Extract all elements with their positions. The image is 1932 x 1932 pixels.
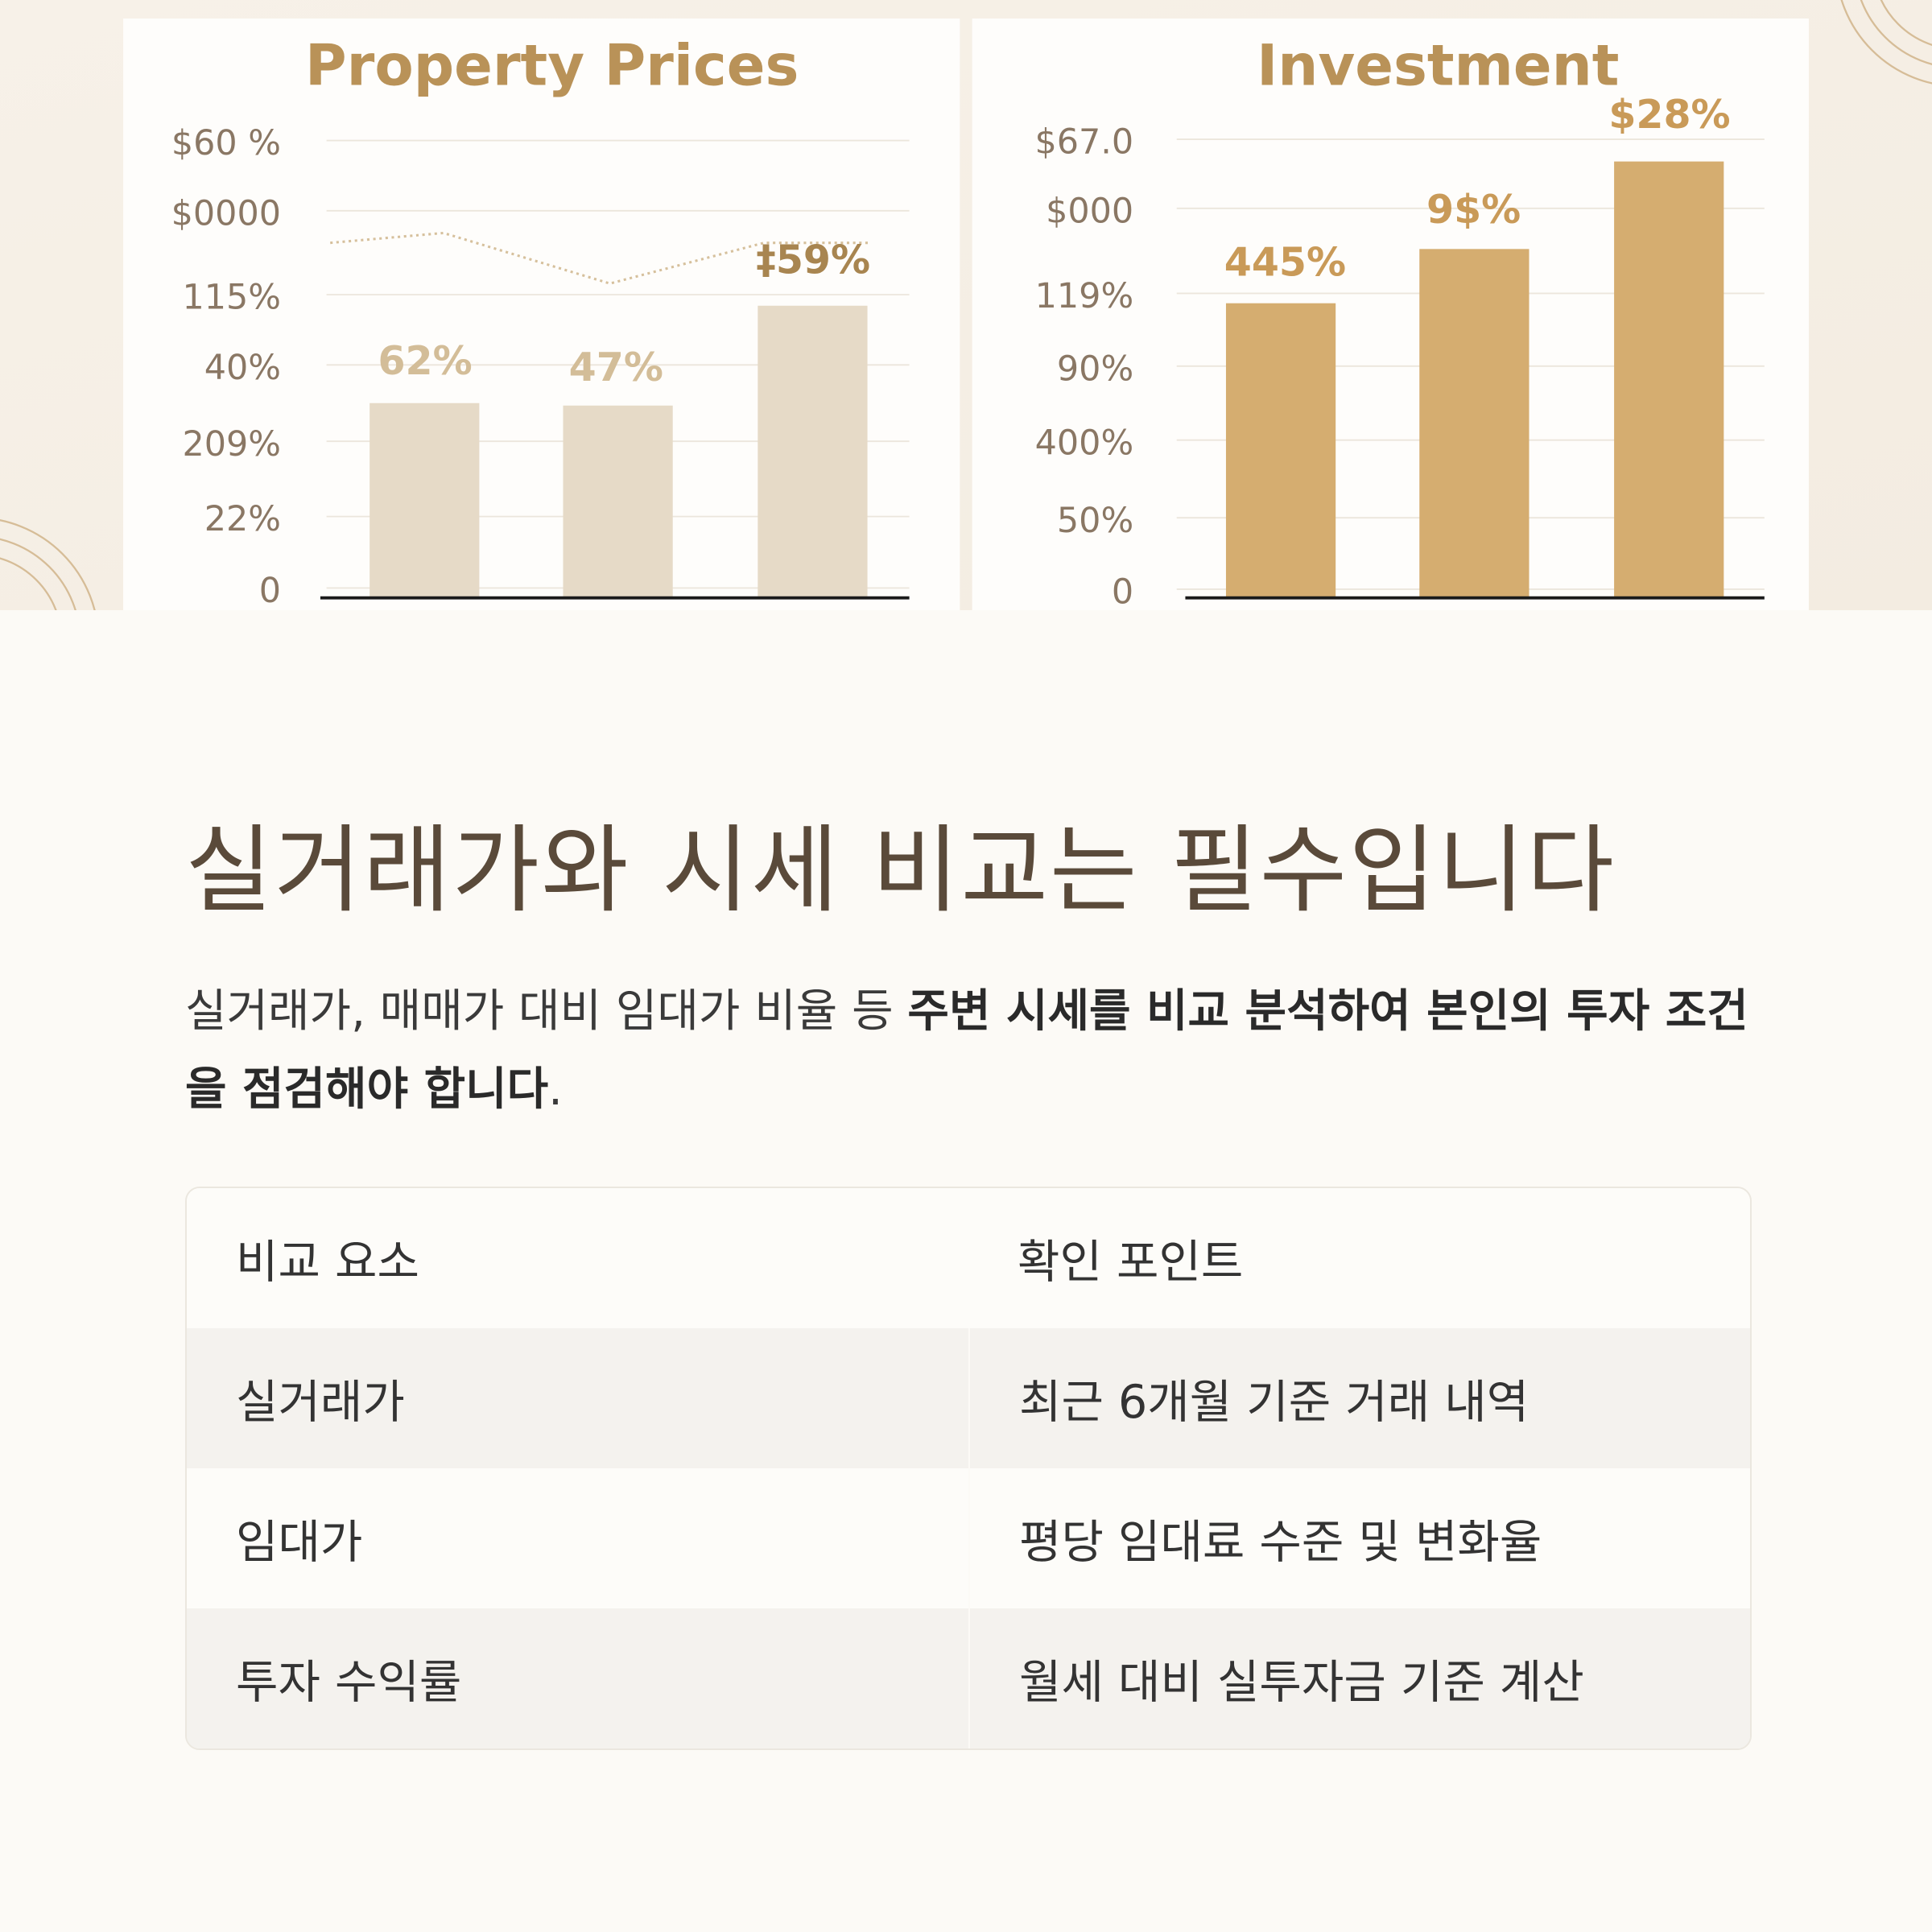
- charts: Property Prices$60 %$0000115%40%209%22%0…: [171, 32, 1765, 610]
- y-tick-label: 0: [259, 571, 281, 610]
- y-tick-label: $67.0: [1034, 122, 1133, 163]
- y-tick-label: $000: [1046, 191, 1133, 231]
- table-cell: 최근 6개월 기준 거래 내역: [968, 1328, 1750, 1468]
- bar: [369, 402, 480, 598]
- y-tick-label: 209%: [182, 424, 281, 464]
- table-row: 실거래가 최근 6개월 기준 거래 내역: [187, 1328, 1750, 1468]
- bar: [1419, 249, 1530, 598]
- paragraph-end: .: [548, 1063, 563, 1116]
- bar-label: 9$%: [1426, 187, 1521, 233]
- table-cell: 투자 수익률: [236, 1656, 462, 1709]
- bar-label: ‡59%: [756, 237, 870, 283]
- header-cell: 비교 요소: [236, 1236, 419, 1289]
- bar-label: 62%: [378, 338, 472, 384]
- bar: [1614, 161, 1724, 598]
- y-tick-label: 22%: [204, 499, 281, 539]
- y-tick-label: 90%: [1057, 349, 1133, 389]
- table: 비교 요소 확인 포인트 실거래가 최근 6개월 기준 거래 내역 임대가 평당…: [185, 1187, 1752, 1750]
- bar: [758, 305, 868, 598]
- y-tick-label: 40%: [204, 348, 281, 388]
- y-tick-label: 400%: [1035, 423, 1134, 463]
- hero-image: Property Prices$60 %$0000115%40%209%22%0…: [0, 0, 1932, 610]
- y-tick-label: 115%: [182, 278, 281, 318]
- bar-label: $28%: [1608, 92, 1730, 138]
- y-tick-label: $60 %: [171, 123, 281, 163]
- table-header: 비교 요소 확인 포인트: [187, 1188, 1750, 1328]
- chart-title: Investment: [1257, 32, 1619, 98]
- y-tick-label: 50%: [1057, 501, 1133, 541]
- heading: 실거래가와 시세 비교는 필수입니다: [185, 815, 1616, 926]
- header-cell: 확인 포인트: [1018, 1236, 1244, 1289]
- table-cell: 월세 대비 실투자금 기준 계산: [968, 1608, 1750, 1748]
- y-tick-label: $0000: [171, 193, 281, 233]
- paragraph: 실거래가, 매매가 대비 임대가 비율 등 주변 시세를 비교 분석하여 본인의…: [185, 972, 1763, 1129]
- table-row: 임대가 평당 임대료 수준 및 변화율: [187, 1468, 1750, 1608]
- table-cell: 임대가: [236, 1516, 363, 1569]
- chart-title: Property Prices: [305, 32, 799, 98]
- bar-label: 47%: [569, 345, 663, 390]
- y-tick-label: 119%: [1035, 276, 1134, 316]
- trend-line: [330, 231, 869, 285]
- paragraph-bold: 주변 시세를 비교 분석하여 본인의 투자 조건을 점검해야 합니다: [185, 985, 1748, 1116]
- paragraph-text: 실거래가, 매매가 대비 임대가 비율 등: [185, 985, 894, 1038]
- bar: [1225, 303, 1336, 598]
- table-cell: 실거래가: [236, 1376, 405, 1429]
- table-row: 투자 수익률 월세 대비 실투자금 기준 계산: [187, 1608, 1750, 1748]
- bar: [563, 405, 673, 598]
- y-tick-label: 0: [1112, 572, 1133, 610]
- bar-label: 445%: [1224, 240, 1346, 286]
- table-cell: 평당 임대료 수준 및 변화율: [968, 1468, 1750, 1608]
